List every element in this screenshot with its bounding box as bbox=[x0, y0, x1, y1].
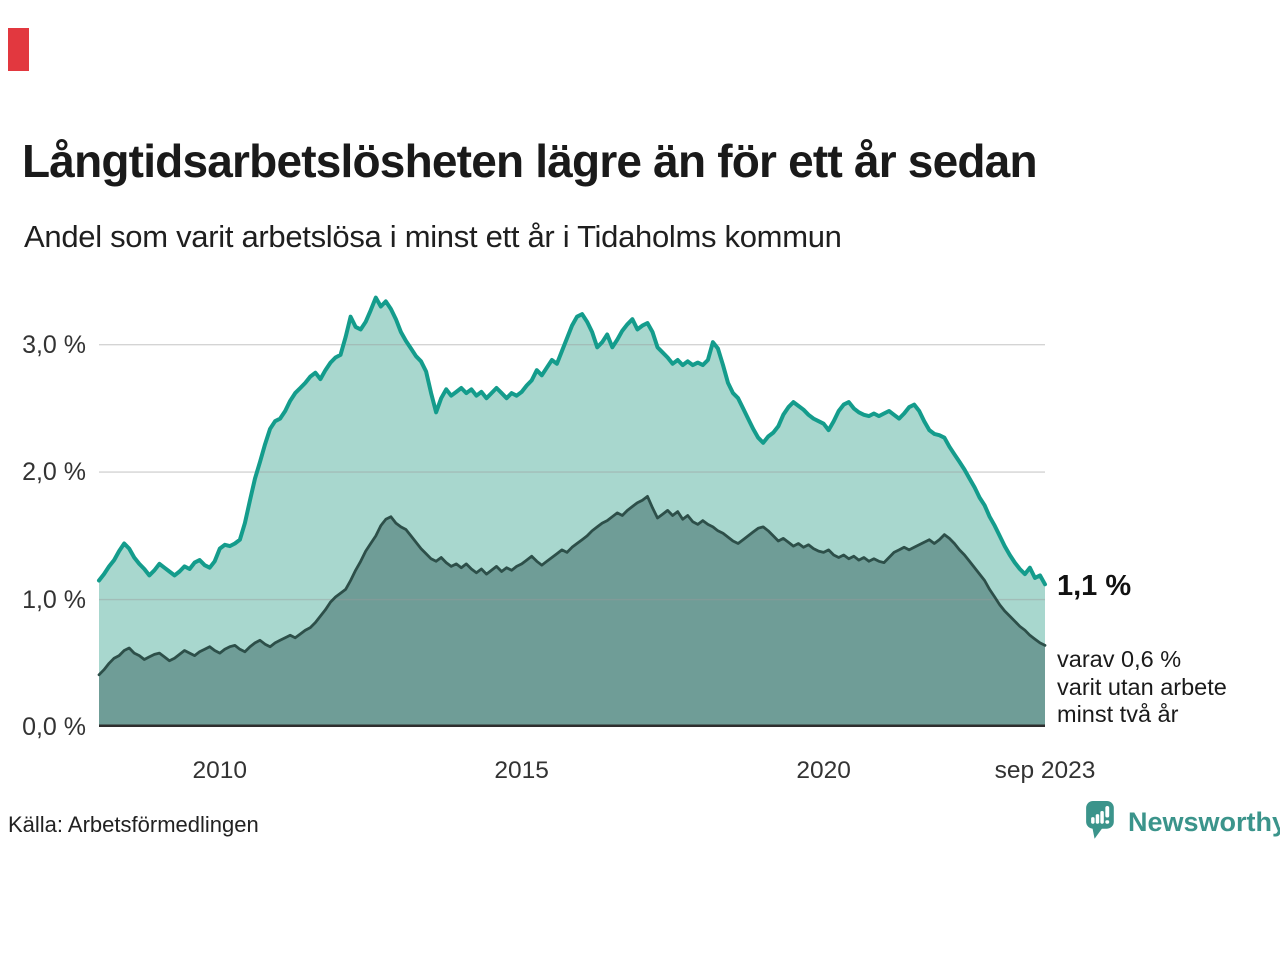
end-value-annotation: 1,1 % bbox=[1057, 570, 1132, 602]
x-tick-label: 2020 bbox=[796, 757, 851, 784]
series-line-1 bbox=[97, 295, 1047, 587]
series-area-2 bbox=[99, 496, 1045, 727]
y-tick-label: 3,0 % bbox=[22, 330, 86, 359]
end-detail-annotation: varav 0,6 % varit utan arbete minst två … bbox=[1057, 646, 1227, 729]
red-marker bbox=[8, 28, 29, 71]
y-tick-label: 1,0 % bbox=[22, 585, 86, 614]
end-detail-line2: varit utan arbete bbox=[1057, 673, 1227, 700]
newsworthy-logo-icon bbox=[1086, 801, 1114, 839]
chart-subtitle: Andel som varit arbetslösa i minst ett å… bbox=[24, 219, 842, 254]
end-detail-line3: minst två år bbox=[1057, 701, 1179, 727]
x-tick-label: sep 2023 bbox=[994, 757, 1096, 784]
plot-area bbox=[97, 295, 1047, 728]
series-line-2 bbox=[97, 495, 1047, 677]
y-tick-label: 0,0 % bbox=[22, 713, 86, 741]
y-tick-label: 2,0 % bbox=[22, 458, 86, 487]
brand-name: Newsworthy bbox=[1128, 807, 1280, 837]
x-tick-label: 2015 bbox=[494, 757, 549, 784]
chart-title: Långtidsarbetslösheten lägre än för ett … bbox=[22, 135, 1038, 187]
end-detail-line1: varav 0,6 % bbox=[1057, 646, 1182, 672]
x-tick-label: 2010 bbox=[192, 757, 248, 784]
source-caption: Källa: Arbetsförmedlingen bbox=[8, 812, 259, 837]
y-axis-labels: 3,0 % 2,0 % 1,0 % 0,0 % bbox=[0, 0, 86, 960]
